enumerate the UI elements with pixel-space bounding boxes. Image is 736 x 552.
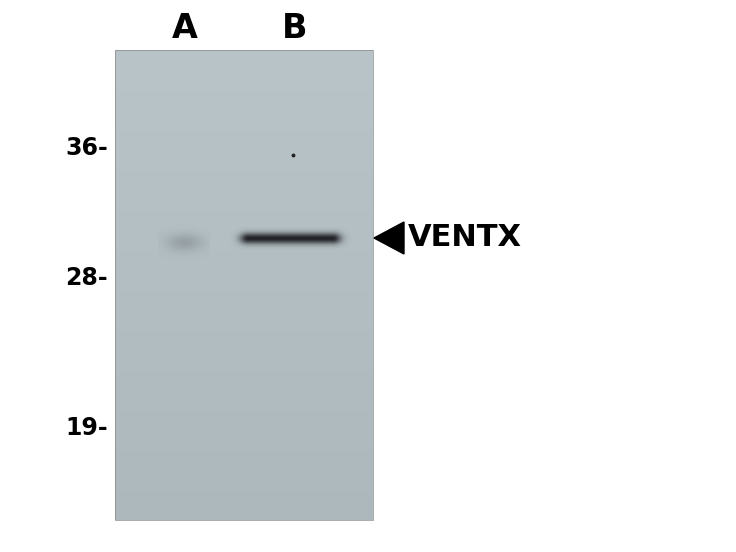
Bar	[115, 50, 373, 520]
Polygon shape	[374, 222, 404, 254]
Text: 36-: 36-	[66, 136, 108, 160]
Text: 19-: 19-	[66, 416, 108, 440]
Text: B: B	[282, 12, 308, 45]
Text: A: A	[172, 12, 198, 45]
Text: VENTX: VENTX	[408, 224, 522, 252]
Text: 28-: 28-	[66, 266, 108, 290]
